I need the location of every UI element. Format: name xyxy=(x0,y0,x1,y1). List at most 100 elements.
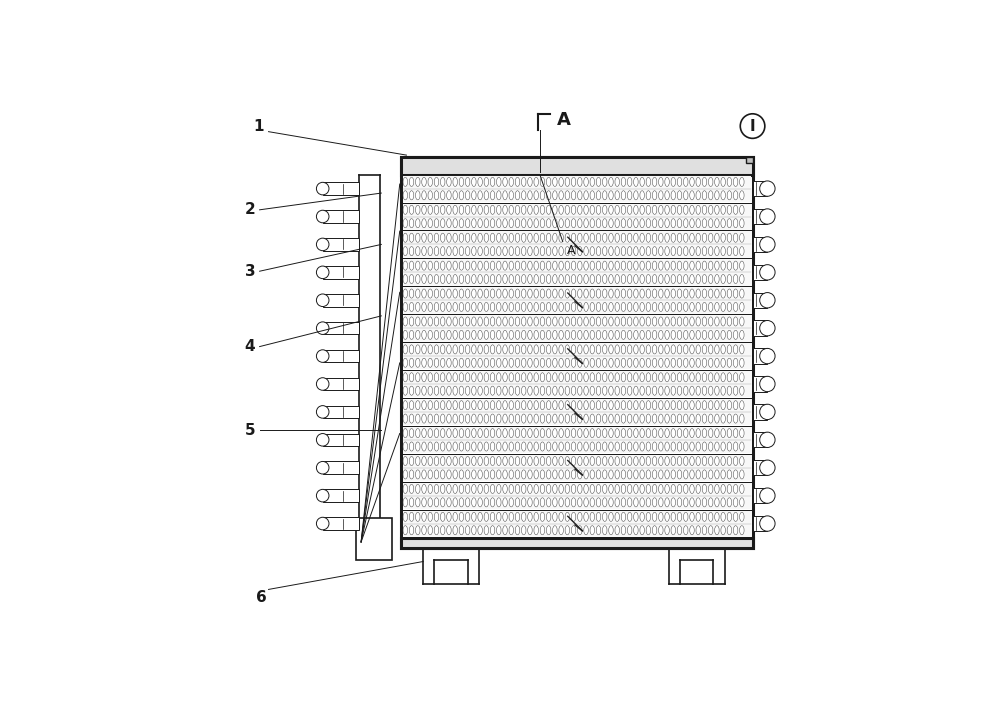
Ellipse shape xyxy=(659,484,663,494)
Ellipse shape xyxy=(571,331,576,339)
Ellipse shape xyxy=(440,484,445,494)
Ellipse shape xyxy=(559,442,563,451)
Ellipse shape xyxy=(696,247,700,256)
Ellipse shape xyxy=(690,526,694,535)
Ellipse shape xyxy=(708,178,713,186)
Ellipse shape xyxy=(740,386,744,395)
Ellipse shape xyxy=(571,373,576,382)
Ellipse shape xyxy=(733,331,738,339)
Ellipse shape xyxy=(733,191,738,200)
Ellipse shape xyxy=(484,373,489,382)
Bar xyxy=(403,287,751,314)
Ellipse shape xyxy=(403,513,408,521)
Ellipse shape xyxy=(490,498,495,507)
Bar xyxy=(753,349,767,364)
Ellipse shape xyxy=(590,442,595,451)
Ellipse shape xyxy=(515,401,520,410)
Ellipse shape xyxy=(621,470,626,479)
Ellipse shape xyxy=(640,386,644,395)
Ellipse shape xyxy=(696,233,700,242)
Ellipse shape xyxy=(428,513,432,521)
Ellipse shape xyxy=(596,373,601,382)
Ellipse shape xyxy=(721,247,725,256)
Ellipse shape xyxy=(459,178,464,186)
Bar xyxy=(401,537,753,547)
Ellipse shape xyxy=(740,331,744,339)
Ellipse shape xyxy=(715,386,719,395)
Ellipse shape xyxy=(721,275,725,283)
Ellipse shape xyxy=(428,261,432,270)
Ellipse shape xyxy=(721,289,725,298)
Ellipse shape xyxy=(428,373,432,382)
Ellipse shape xyxy=(571,442,576,451)
Ellipse shape xyxy=(540,457,545,465)
Ellipse shape xyxy=(684,275,688,283)
Ellipse shape xyxy=(528,191,532,200)
Ellipse shape xyxy=(459,358,464,368)
Ellipse shape xyxy=(627,331,632,339)
Ellipse shape xyxy=(534,178,538,186)
Ellipse shape xyxy=(497,233,501,242)
Ellipse shape xyxy=(684,261,688,270)
Ellipse shape xyxy=(409,205,414,215)
Ellipse shape xyxy=(627,219,632,228)
Ellipse shape xyxy=(684,513,688,521)
Ellipse shape xyxy=(515,358,520,368)
Ellipse shape xyxy=(546,302,551,312)
Bar xyxy=(753,237,767,252)
Ellipse shape xyxy=(416,233,420,242)
Ellipse shape xyxy=(652,191,657,200)
Ellipse shape xyxy=(509,275,514,283)
Ellipse shape xyxy=(715,302,719,312)
Ellipse shape xyxy=(422,428,426,438)
Ellipse shape xyxy=(727,233,732,242)
Ellipse shape xyxy=(590,317,595,326)
Ellipse shape xyxy=(671,442,676,451)
Ellipse shape xyxy=(490,470,495,479)
Ellipse shape xyxy=(459,331,464,339)
Ellipse shape xyxy=(447,484,451,494)
Ellipse shape xyxy=(677,401,682,410)
Ellipse shape xyxy=(515,205,520,215)
Ellipse shape xyxy=(428,219,432,228)
Ellipse shape xyxy=(553,345,557,354)
Ellipse shape xyxy=(490,526,495,535)
Ellipse shape xyxy=(721,457,725,465)
Ellipse shape xyxy=(434,386,439,395)
Ellipse shape xyxy=(702,498,707,507)
Ellipse shape xyxy=(733,498,738,507)
Ellipse shape xyxy=(684,414,688,423)
Ellipse shape xyxy=(671,331,676,339)
Ellipse shape xyxy=(696,345,700,354)
Ellipse shape xyxy=(690,247,694,256)
Ellipse shape xyxy=(459,275,464,283)
Bar xyxy=(323,489,359,502)
Ellipse shape xyxy=(715,358,719,368)
Ellipse shape xyxy=(534,498,538,507)
Ellipse shape xyxy=(615,428,619,438)
Ellipse shape xyxy=(615,247,619,256)
Ellipse shape xyxy=(546,498,551,507)
Ellipse shape xyxy=(540,261,545,270)
Ellipse shape xyxy=(578,317,582,326)
Ellipse shape xyxy=(727,302,732,312)
Ellipse shape xyxy=(659,302,663,312)
Ellipse shape xyxy=(434,373,439,382)
Ellipse shape xyxy=(702,526,707,535)
Ellipse shape xyxy=(521,358,526,368)
Ellipse shape xyxy=(503,178,507,186)
Ellipse shape xyxy=(559,261,563,270)
Ellipse shape xyxy=(696,261,700,270)
Ellipse shape xyxy=(484,219,489,228)
Ellipse shape xyxy=(534,373,538,382)
Ellipse shape xyxy=(590,428,595,438)
Ellipse shape xyxy=(615,526,619,535)
Ellipse shape xyxy=(434,219,439,228)
Ellipse shape xyxy=(602,219,607,228)
Ellipse shape xyxy=(596,247,601,256)
Bar xyxy=(746,157,753,163)
Ellipse shape xyxy=(416,302,420,312)
Ellipse shape xyxy=(584,247,588,256)
Ellipse shape xyxy=(553,442,557,451)
Ellipse shape xyxy=(553,219,557,228)
